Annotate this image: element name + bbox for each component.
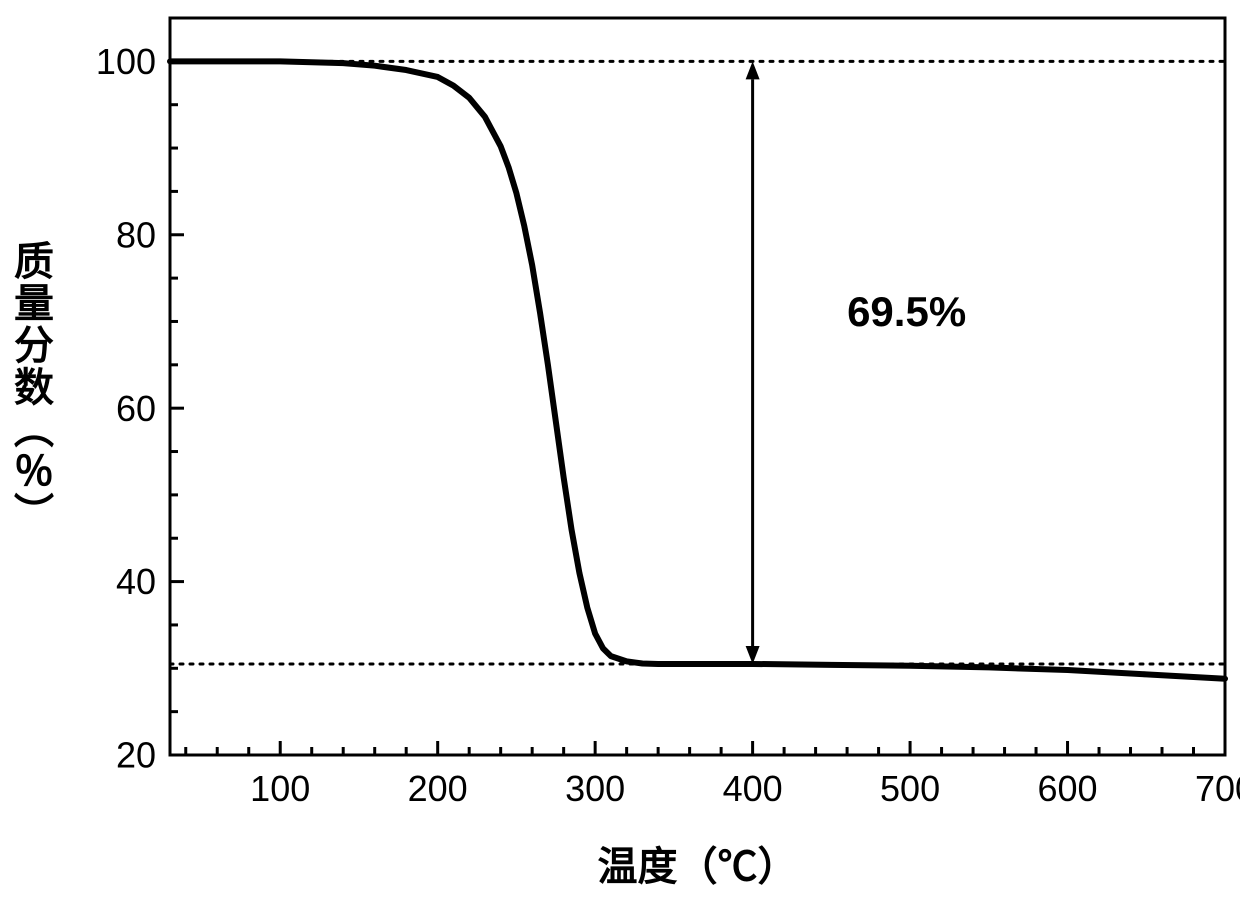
x-tick-label: 500 xyxy=(880,768,940,809)
x-tick-label: 200 xyxy=(408,768,468,809)
y-tick-label: 100 xyxy=(96,41,156,82)
mass-loss-annotation: 69.5% xyxy=(847,288,966,336)
tga-chart: 100 200 300 400 500 600 700 20 40 60 80 100 质量分数（％）… xyxy=(0,0,1240,902)
y-tick-label: 40 xyxy=(116,561,156,602)
chart-svg: 100 200 300 400 500 600 700 20 40 60 80 100 xyxy=(0,0,1240,902)
y-axis-label: 质量分数（％） xyxy=(1,240,59,534)
y-tick-label: 20 xyxy=(116,735,156,776)
x-axis-label: 温度（℃） xyxy=(598,834,798,892)
x-tick-label: 300 xyxy=(565,768,625,809)
x-tick-label: 400 xyxy=(723,768,783,809)
y-tick-label: 80 xyxy=(116,214,156,255)
x-tick-label: 600 xyxy=(1037,768,1097,809)
y-tick-label: 60 xyxy=(116,388,156,429)
x-tick-label: 100 xyxy=(250,768,310,809)
x-tick-label: 700 xyxy=(1195,768,1240,809)
plot-frame xyxy=(170,18,1225,755)
